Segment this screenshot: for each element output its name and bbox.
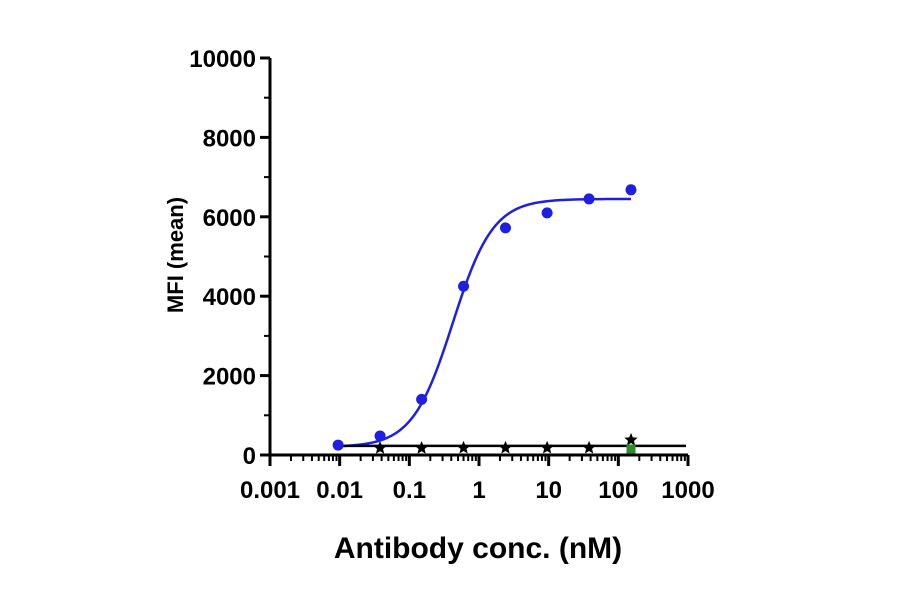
- series-2-point: [373, 441, 387, 454]
- series-2-point: [582, 440, 596, 454]
- fit-curves: [338, 197, 686, 448]
- x-tick-label: 10: [535, 477, 562, 504]
- series-2-point: [498, 440, 513, 454]
- series-3-point: [626, 444, 636, 454]
- series-2-point: [624, 432, 638, 446]
- series-1-point: [541, 207, 553, 219]
- ticks: [260, 56, 690, 466]
- y-tick-label: 6000: [203, 205, 256, 232]
- series-1-point: [625, 184, 637, 196]
- axes: [268, 58, 688, 457]
- y-tick-label: 4000: [203, 284, 256, 311]
- x-axis-title: Antibody conc. (nM): [334, 532, 622, 565]
- series-1-point: [583, 193, 595, 205]
- x-tick-label: 100: [598, 477, 638, 504]
- x-tick-label: 0.001: [240, 477, 300, 504]
- x-tick-label: 0.01: [316, 477, 363, 504]
- series-1-point: [416, 393, 428, 405]
- y-tick-label: 10000: [189, 46, 256, 73]
- series-1-point: [332, 439, 344, 451]
- y-tick-label: 2000: [203, 364, 256, 391]
- y-tick-label: 0: [243, 443, 256, 470]
- fit-curve-series-1: [338, 197, 631, 448]
- x-tick-label: 1: [472, 477, 485, 504]
- series-1-point: [499, 222, 511, 234]
- series-1-point: [458, 280, 470, 292]
- y-axis-title: MFI (mean): [163, 197, 188, 313]
- series-2-point: [414, 441, 429, 454]
- series-1-point: [374, 430, 386, 442]
- series-2-point: [456, 440, 471, 454]
- data-points: [332, 184, 638, 454]
- tick-labels: 0 2000 4000 6000 8000 10000 0.001 0.01 0.1 1 10 100…: [189, 46, 714, 504]
- x-tick-label: 1000: [661, 477, 714, 504]
- x-tick-label: 0.1: [393, 477, 426, 504]
- y-tick-label: 8000: [203, 125, 256, 152]
- series-2-point: [540, 440, 554, 454]
